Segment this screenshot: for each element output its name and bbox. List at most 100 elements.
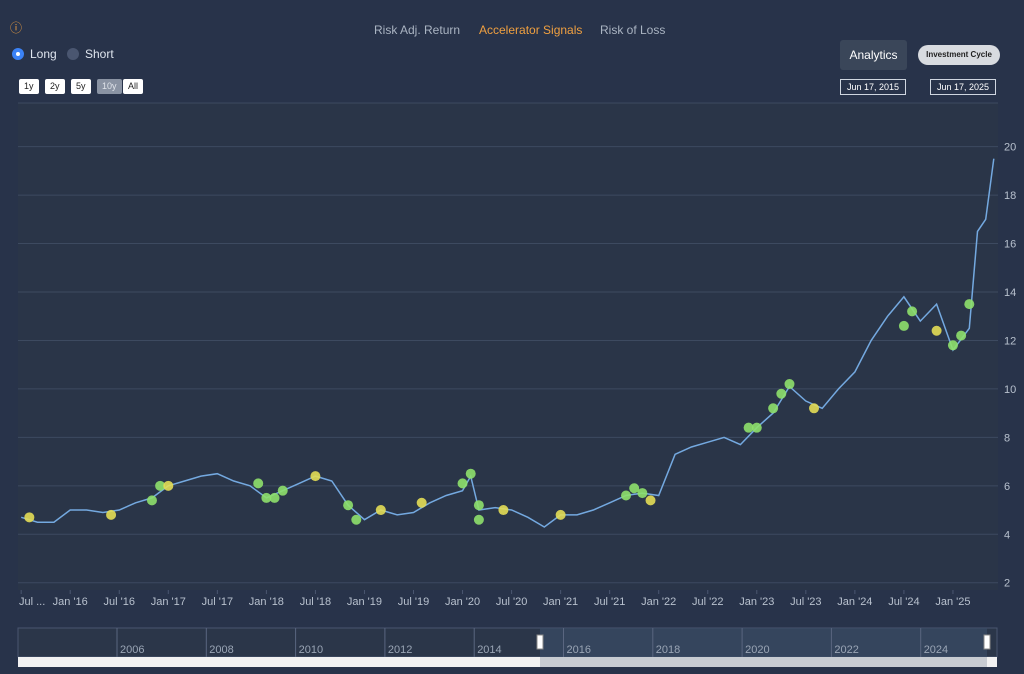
range-button[interactable]: 1y bbox=[19, 79, 39, 94]
signal-dot bbox=[155, 480, 166, 491]
y-tick-label: 16 bbox=[1004, 239, 1016, 251]
signal-dot bbox=[964, 299, 975, 310]
signal-dot bbox=[457, 478, 468, 489]
y-tick-label: 14 bbox=[1004, 287, 1016, 299]
x-tick-label: Jul '17 bbox=[202, 596, 233, 608]
x-tick-label: Jan '16 bbox=[53, 596, 88, 608]
navigator-year: 2020 bbox=[745, 644, 769, 656]
signal-dot bbox=[947, 340, 958, 351]
signal-dot bbox=[907, 306, 918, 317]
signal-dot bbox=[751, 422, 762, 433]
signal-dot bbox=[809, 403, 820, 414]
signal-dot bbox=[743, 422, 754, 433]
navigator-year: 2016 bbox=[567, 644, 591, 656]
x-tick-label: Jan '25 bbox=[935, 596, 970, 608]
x-tick-label: Jan '23 bbox=[739, 596, 774, 608]
info-icon[interactable]: ⓘ bbox=[10, 21, 23, 35]
x-tick-label: Jul '16 bbox=[104, 596, 135, 608]
signal-dot bbox=[473, 514, 484, 525]
navigator-year: 2006 bbox=[120, 644, 144, 656]
signal-dot bbox=[261, 492, 272, 503]
radio-short[interactable]: Short bbox=[67, 47, 114, 61]
x-tick-label: Jul ... bbox=[19, 596, 45, 608]
signal-dot bbox=[645, 495, 656, 506]
scrollbar bbox=[18, 657, 997, 667]
scrollbar-thumb[interactable] bbox=[540, 657, 987, 667]
x-tick-label: Jul '24 bbox=[888, 596, 919, 608]
tab[interactable]: Risk Adj. Return bbox=[374, 23, 461, 37]
range-button[interactable]: All bbox=[123, 79, 144, 94]
signal-dot bbox=[146, 495, 157, 506]
signal-dot bbox=[465, 468, 476, 479]
signal-dot bbox=[768, 403, 779, 414]
navigator-year: 2008 bbox=[209, 644, 233, 656]
signal-dot bbox=[498, 505, 509, 516]
signal-dot bbox=[776, 388, 787, 399]
navigator-year: 2018 bbox=[656, 644, 680, 656]
signal-dot bbox=[343, 500, 354, 511]
radio-dot bbox=[12, 48, 24, 60]
range-button[interactable]: 10y bbox=[97, 79, 122, 94]
signal-dot bbox=[163, 480, 174, 491]
navigator-year: 2010 bbox=[299, 644, 323, 656]
signal-dot bbox=[106, 509, 117, 520]
analytics-button[interactable]: Analytics bbox=[840, 40, 907, 70]
signal-dot bbox=[253, 478, 264, 489]
x-tick-label: Jan '24 bbox=[837, 596, 872, 608]
signal-dot bbox=[931, 325, 942, 336]
signal-dot bbox=[351, 514, 362, 525]
x-tick-label: Jan '18 bbox=[249, 596, 284, 608]
range-button[interactable]: 5y bbox=[71, 79, 91, 94]
radio-label: Short bbox=[85, 47, 114, 61]
navigator-year: 2012 bbox=[388, 644, 412, 656]
signal-dot bbox=[269, 492, 280, 503]
navigator-year: 2024 bbox=[924, 644, 948, 656]
y-tick-label: 18 bbox=[1004, 190, 1016, 202]
signal-dot bbox=[637, 488, 648, 499]
signal-dot bbox=[898, 320, 909, 331]
y-tick-label: 10 bbox=[1004, 384, 1016, 396]
radio-label: Long bbox=[30, 47, 57, 61]
tab-active[interactable]: Accelerator Signals bbox=[479, 23, 583, 37]
signal-dot bbox=[416, 497, 427, 508]
signal-dot bbox=[24, 512, 35, 523]
x-tick-label: Jul '21 bbox=[594, 596, 625, 608]
navigator-year: 2014 bbox=[477, 644, 501, 656]
navigator-handle[interactable] bbox=[536, 634, 544, 650]
y-tick-label: 20 bbox=[1004, 142, 1016, 154]
y-tick-label: 4 bbox=[1004, 529, 1010, 541]
x-tick-label: Jan '19 bbox=[347, 596, 382, 608]
signal-dot bbox=[956, 330, 967, 341]
signal-dot bbox=[621, 490, 632, 501]
y-tick-label: 8 bbox=[1004, 432, 1010, 444]
x-tick-label: Jan '22 bbox=[641, 596, 676, 608]
x-tick-label: Jul '19 bbox=[398, 596, 429, 608]
navigator-handle[interactable] bbox=[983, 634, 991, 650]
navigator-year: 2022 bbox=[834, 644, 858, 656]
plot: 2 4 6 8 10 12 14 16 18 20 Jul ... Jan '16 Jul '16 Jan… bbox=[18, 102, 1016, 608]
signal-dot bbox=[473, 500, 484, 511]
signal-dot bbox=[375, 505, 386, 516]
x-tick-label: Jan '21 bbox=[543, 596, 578, 608]
x-tick-label: Jul '23 bbox=[790, 596, 821, 608]
signal-dot bbox=[310, 471, 321, 482]
signal-dot bbox=[784, 379, 795, 390]
date-to[interactable]: Jun 17, 2025 bbox=[930, 79, 997, 95]
range-button[interactable]: 2y bbox=[45, 79, 65, 94]
investment-cycle-button[interactable]: Investment Cycle bbox=[918, 45, 1000, 65]
signal-dot bbox=[555, 509, 566, 520]
signal-dot bbox=[277, 485, 288, 496]
plot-background bbox=[18, 103, 998, 590]
tab[interactable]: Risk of Loss bbox=[600, 23, 666, 37]
y-tick-label: 12 bbox=[1004, 335, 1016, 347]
x-tick-label: Jan '20 bbox=[445, 596, 480, 608]
y-tick-label: 2 bbox=[1004, 578, 1010, 590]
radio-dot bbox=[67, 48, 79, 60]
date-from[interactable]: Jun 17, 2015 bbox=[840, 79, 907, 95]
signal-dot bbox=[629, 483, 640, 494]
radio-long[interactable]: Long bbox=[12, 47, 57, 61]
x-tick-label: Jul '18 bbox=[300, 596, 331, 608]
x-tick-label: Jul '20 bbox=[496, 596, 527, 608]
